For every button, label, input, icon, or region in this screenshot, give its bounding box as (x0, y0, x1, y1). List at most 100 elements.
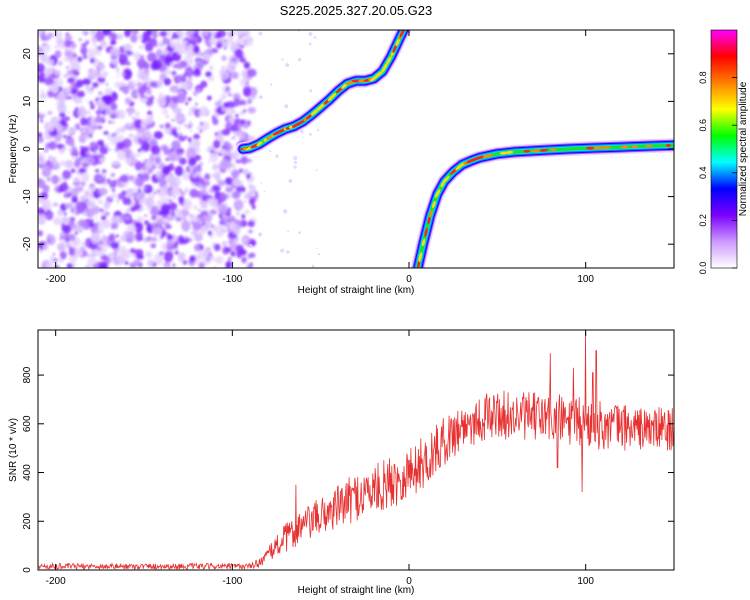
noise-blob (162, 165, 171, 175)
noise-blob (216, 30, 227, 38)
noise-blob (198, 183, 203, 189)
noise-blob (92, 47, 99, 54)
noise-blob (75, 201, 86, 214)
noise-speck (317, 253, 321, 256)
noise-blob (125, 188, 135, 199)
noise-blob (178, 157, 187, 165)
branch-2-hotspot (482, 154, 494, 158)
noise-blob (174, 155, 179, 160)
noise-speck (297, 57, 302, 62)
noise-blob (230, 250, 236, 257)
noise-blob (85, 110, 92, 116)
noise-speck (285, 63, 290, 68)
noise-blob (81, 128, 87, 134)
branch-1-hotspot (331, 92, 337, 98)
heatmap-x-tick-label: 0 (406, 274, 412, 285)
noise-blob (54, 69, 61, 76)
noise-blob (108, 36, 112, 40)
noise-blob (136, 58, 147, 68)
branch-2-hotspot (429, 209, 433, 217)
noise-blob (73, 177, 81, 183)
snr-y-tick-label: 600 (22, 415, 33, 432)
noise-blob (169, 62, 175, 68)
noise-blob (243, 238, 248, 242)
noise-blob (232, 177, 241, 187)
noise-blob (102, 220, 109, 229)
noise-blob (238, 98, 245, 106)
noise-blob (109, 32, 118, 42)
branch-1-hotspot (266, 135, 272, 140)
noise-blob (110, 40, 117, 45)
noise-blob (131, 30, 139, 35)
noise-blob (137, 148, 142, 153)
noise-speck (315, 169, 318, 172)
noise-blob (71, 197, 79, 204)
noise-blob (108, 147, 113, 152)
heatmap-y-tick-label: 20 (22, 48, 33, 60)
noise-blob (223, 42, 229, 49)
noise-blob (115, 67, 120, 72)
noise-blob (193, 205, 198, 210)
noise-blob (164, 224, 172, 230)
noise-blob (239, 119, 247, 125)
noise-blob (70, 168, 76, 173)
noise-blob (223, 124, 227, 127)
noise-blob (225, 63, 235, 72)
noise-blob (187, 97, 192, 102)
noise-blob (144, 116, 153, 125)
noise-blob (199, 129, 203, 133)
noise-blob (48, 141, 57, 150)
noise-blob (112, 194, 117, 199)
noise-blob (51, 174, 60, 185)
branch-1-hotspot (256, 141, 263, 147)
noise-blob (94, 222, 99, 228)
noise-blob (152, 262, 157, 267)
noise-blob (62, 170, 72, 180)
noise-blob (193, 133, 200, 140)
branch-2-hotspot (645, 144, 653, 148)
noise-blob (133, 136, 139, 143)
noise-blob (241, 213, 246, 220)
noise-blob (45, 34, 53, 39)
noise-blob (179, 152, 183, 156)
noise-blob (38, 157, 42, 160)
noise-blob (64, 40, 73, 48)
snr-x-label: Height of straight line (km) (298, 585, 415, 596)
noise-blob (180, 209, 190, 217)
noise-blob (161, 144, 168, 152)
noise-blob (196, 125, 204, 131)
noise-blob (243, 200, 247, 203)
noise-blob (118, 53, 128, 66)
noise-blob (221, 128, 231, 136)
noise-blob (93, 82, 100, 87)
noise-blob (94, 169, 100, 173)
noise-blob (53, 30, 63, 40)
noise-blob (98, 63, 105, 71)
noise-blob (38, 46, 44, 57)
noise-blob (221, 77, 225, 81)
noise-blob (160, 203, 171, 216)
noise-blob (44, 75, 47, 79)
noise-blob (38, 136, 44, 143)
noise-blob (178, 135, 184, 142)
noise-blob (38, 63, 45, 74)
noise-blob (46, 122, 55, 132)
noise-blob (124, 97, 132, 105)
noise-blob (63, 249, 66, 253)
noise-blob (81, 30, 86, 35)
noise-blob (194, 181, 200, 186)
noise-blob (38, 30, 42, 35)
noise-blob (184, 187, 189, 193)
noise-blob (110, 172, 115, 177)
noise-blob (214, 101, 222, 107)
noise-speck (298, 231, 301, 235)
snr-y-tick-label: 0 (22, 567, 33, 573)
noise-blob (89, 57, 95, 64)
noise-blob (56, 244, 63, 249)
noise-speck (313, 35, 317, 39)
noise-blob (81, 250, 88, 257)
noise-blob (100, 254, 108, 261)
noise-blob (169, 209, 173, 214)
noise-blob (112, 251, 118, 256)
noise-blob (221, 228, 227, 233)
